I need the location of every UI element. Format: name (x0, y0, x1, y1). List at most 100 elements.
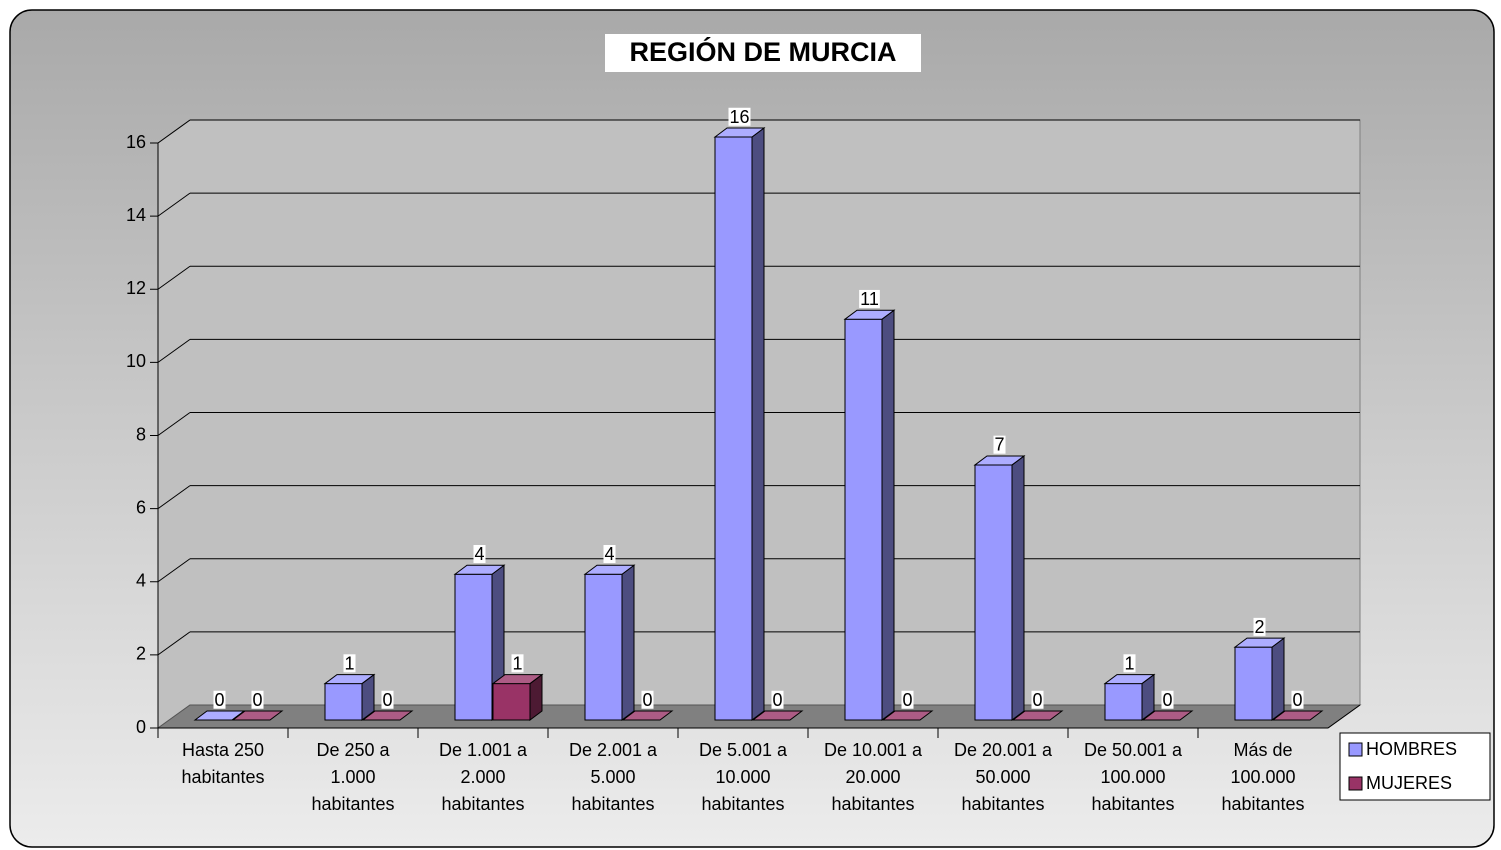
grid-depth (157, 338, 191, 363)
title-box (605, 34, 921, 72)
bar-front (584, 573, 623, 721)
data-label: 7 (994, 435, 1004, 455)
data-label: 0 (902, 690, 912, 710)
data-label: 4 (604, 544, 614, 564)
bar-top (843, 309, 896, 320)
bar-front (1234, 646, 1273, 721)
legend-box (1339, 732, 1491, 801)
x-tick-label: De 250 a 1.000 habitantes (311, 740, 394, 814)
bar-top (881, 710, 934, 721)
data-label: 16 (729, 107, 749, 127)
bar-side (1271, 637, 1285, 721)
bar-side (1011, 454, 1025, 721)
bar-top (751, 710, 804, 721)
bar-side (881, 309, 895, 721)
bar-top (1233, 637, 1286, 648)
y-tick-label: 10 (126, 351, 146, 371)
data-label-bg (1253, 617, 1266, 636)
legend-label: MUJERES (1366, 773, 1452, 793)
bar-front (1104, 683, 1143, 721)
grid-depth (157, 119, 191, 144)
bar-top (1141, 710, 1194, 721)
x-tick-label: De 50.001 a 100.000 habitantes (1084, 740, 1183, 814)
y-tick-label: 0 (136, 717, 146, 737)
grid-depth (157, 412, 191, 436)
x-axis-depth (1327, 704, 1361, 729)
grid-depth (157, 485, 191, 510)
y-tick-label: 2 (136, 644, 146, 664)
data-label: 0 (1292, 690, 1302, 710)
y-tick-label: 8 (136, 424, 146, 444)
bar-top (713, 127, 766, 138)
grid-depth (157, 631, 191, 656)
y-tick-label: 12 (126, 278, 146, 298)
x-tick-label: De 10.001 a 20.000 habitantes (824, 740, 923, 814)
bar-top (323, 674, 376, 685)
y-tick-label: 16 (126, 132, 146, 152)
data-label: 0 (252, 690, 262, 710)
legend-label: HOMBRES (1366, 739, 1457, 759)
data-label-bg (473, 545, 486, 563)
x-tick-label: De 5.001 a 10.000 habitantes (699, 740, 788, 814)
bar-top (361, 710, 414, 721)
bar-top (1271, 710, 1324, 721)
x-tick-label: De 2.001 a 5.000 habitantes (569, 740, 658, 814)
data-label-bg (251, 690, 264, 709)
bar-front (714, 136, 753, 721)
data-label: 0 (1162, 690, 1172, 710)
data-label-bg (993, 435, 1006, 454)
data-label: 0 (642, 690, 652, 710)
data-label: 1 (512, 653, 522, 673)
bar-top (453, 564, 506, 575)
data-label: 2 (1254, 617, 1264, 637)
x-tick-label: De 20.001 a 50.000 habitantes (954, 740, 1053, 814)
x-tick-label: De 1.001 a 2.000 habitantes (439, 740, 528, 814)
bar-top (1011, 710, 1064, 721)
data-label-bg (728, 107, 751, 126)
y-tick-label: 4 (136, 571, 146, 591)
data-label-bg (381, 690, 394, 709)
bar-side (751, 127, 765, 721)
data-label: 0 (382, 690, 392, 710)
bar-top (973, 455, 1026, 466)
y-tick-label: 14 (126, 205, 146, 225)
data-label-bg (641, 690, 654, 709)
data-label: 11 (860, 289, 879, 309)
data-label: 0 (1032, 690, 1042, 710)
bar-top (621, 710, 674, 721)
bar-front (454, 573, 493, 721)
x-tick-label: Más de 100.000 habitantes (1221, 740, 1304, 814)
data-label: 0 (214, 690, 224, 710)
bar-top (491, 674, 544, 685)
data-label-bg (771, 690, 784, 709)
legend: HOMBRES MUJERES (1339, 732, 1491, 801)
data-label-bg (1291, 690, 1304, 709)
data-label: 1 (344, 653, 354, 673)
bar-top (193, 710, 246, 721)
data-label: 4 (474, 544, 484, 564)
data-label-bg (859, 289, 880, 308)
grid-depth (157, 265, 191, 290)
bar-top (583, 564, 636, 575)
data-label-bg (213, 690, 226, 709)
data-label-bg (511, 654, 524, 673)
legend-swatch (1348, 742, 1363, 757)
data-label-bg (1161, 690, 1174, 709)
x-tick-label: Hasta 250 habitantes (181, 740, 264, 787)
bar-front (492, 683, 531, 721)
bar-top (1103, 674, 1156, 685)
data-label: 1 (1124, 653, 1134, 673)
chart-title: REGIÓN DE MURCIA (629, 36, 896, 67)
bar-top (231, 710, 284, 721)
data-label-bg (603, 545, 616, 563)
bar-front (974, 464, 1013, 721)
legend-swatch (1348, 776, 1363, 791)
data-label-bg (343, 654, 356, 673)
data-label-bg (1031, 690, 1044, 709)
bar-front (324, 683, 363, 721)
y-tick-label: 6 (136, 497, 146, 517)
bar-front (844, 318, 883, 721)
data-label: 0 (772, 690, 782, 710)
data-label-bg (901, 690, 914, 709)
